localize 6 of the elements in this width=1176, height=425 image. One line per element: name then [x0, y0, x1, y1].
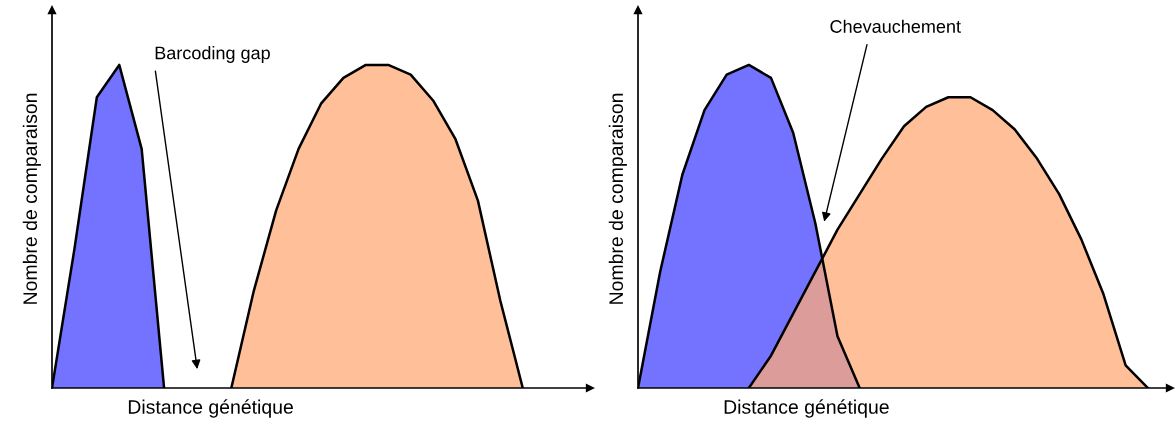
y-axis-title: Nombre de comparaison [608, 93, 627, 304]
y-axis-title: Nombre de comparaison [22, 93, 41, 304]
x-axis-title: Distance génétique [724, 399, 889, 418]
text: Barcoding gap [155, 46, 270, 63]
text: Chevauchement [830, 19, 961, 33]
x-axis-title: Distance génétique [128, 399, 293, 418]
